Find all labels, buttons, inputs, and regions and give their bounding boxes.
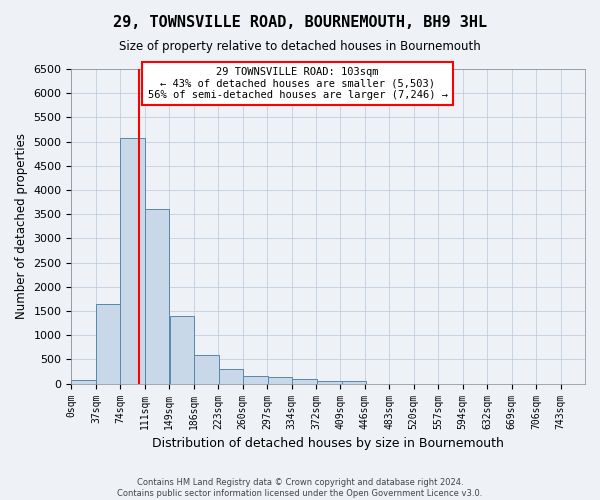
Bar <box>292 379 317 384</box>
Bar <box>243 376 268 384</box>
Bar <box>71 380 96 384</box>
Bar <box>170 316 194 384</box>
Text: Contains HM Land Registry data © Crown copyright and database right 2024.
Contai: Contains HM Land Registry data © Crown c… <box>118 478 482 498</box>
Bar <box>268 378 292 384</box>
Bar <box>194 354 219 384</box>
X-axis label: Distribution of detached houses by size in Bournemouth: Distribution of detached houses by size … <box>152 437 504 450</box>
Bar <box>219 369 243 384</box>
Text: 29 TOWNSVILLE ROAD: 103sqm
← 43% of detached houses are smaller (5,503)
56% of s: 29 TOWNSVILLE ROAD: 103sqm ← 43% of deta… <box>148 67 448 100</box>
Text: 29, TOWNSVILLE ROAD, BOURNEMOUTH, BH9 3HL: 29, TOWNSVILLE ROAD, BOURNEMOUTH, BH9 3H… <box>113 15 487 30</box>
Bar <box>145 210 169 384</box>
Bar <box>96 304 121 384</box>
Text: Size of property relative to detached houses in Bournemouth: Size of property relative to detached ho… <box>119 40 481 53</box>
Bar <box>121 138 145 384</box>
Bar <box>342 382 366 384</box>
Bar <box>317 381 342 384</box>
Y-axis label: Number of detached properties: Number of detached properties <box>15 134 28 320</box>
